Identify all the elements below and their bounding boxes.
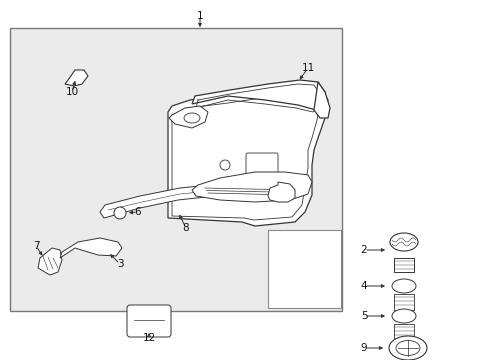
Polygon shape [60, 238, 122, 258]
Polygon shape [168, 84, 327, 226]
Circle shape [114, 207, 126, 219]
Bar [12, 30, 339, 309]
Polygon shape [192, 80, 325, 110]
Ellipse shape [388, 336, 426, 360]
Text: 10: 10 [65, 87, 79, 97]
Bar [393, 294, 413, 310]
Polygon shape [313, 82, 329, 118]
Polygon shape [267, 182, 294, 202]
Text: 11: 11 [301, 63, 314, 73]
FancyBboxPatch shape [245, 153, 278, 177]
Ellipse shape [183, 113, 200, 123]
Text: 2: 2 [360, 245, 366, 255]
Polygon shape [38, 248, 62, 275]
Bar [393, 258, 413, 272]
Polygon shape [169, 106, 207, 128]
Circle shape [220, 160, 229, 170]
Polygon shape [192, 172, 311, 202]
Polygon shape [65, 70, 88, 86]
Ellipse shape [391, 279, 415, 293]
Text: 9: 9 [360, 343, 366, 353]
Bar [267, 230, 340, 308]
Ellipse shape [395, 341, 419, 356]
FancyBboxPatch shape [127, 305, 171, 337]
Bar [10, 28, 341, 311]
Text: 7: 7 [33, 241, 39, 251]
Text: 1: 1 [196, 11, 203, 21]
Text: 5: 5 [360, 311, 366, 321]
Text: 3: 3 [117, 259, 123, 269]
Text: 12: 12 [142, 333, 155, 343]
Text: 4: 4 [360, 281, 366, 291]
Text: 6: 6 [134, 207, 141, 217]
Polygon shape [100, 184, 269, 218]
Text: 8: 8 [183, 223, 189, 233]
Ellipse shape [389, 233, 417, 251]
Ellipse shape [391, 309, 415, 323]
Bar [393, 324, 413, 340]
